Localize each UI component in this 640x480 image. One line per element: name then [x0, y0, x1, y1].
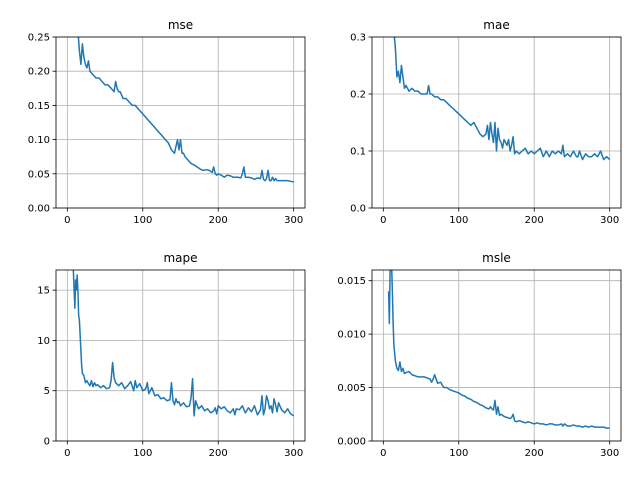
msle-ytick-label-0: 0.000 — [337, 437, 366, 448]
mse-title: mse — [168, 18, 193, 32]
mae-series-line-0 — [393, 37, 611, 161]
mse-xtick-label-2: 200 — [209, 215, 228, 226]
mae-axes-frame — [371, 36, 622, 209]
mae-ytick-label-2: 0.2 — [350, 90, 366, 101]
mse-ytick-label-5: 0.25 — [28, 33, 50, 44]
mae-xtick-label-0: 0 — [380, 215, 386, 226]
mae-subplot: 0 100 200 300 0.0 0.1 0.2 0.3 mae — [350, 18, 622, 226]
mae-title: mae — [483, 18, 509, 32]
mse-ytick-label-2: 0.10 — [28, 135, 50, 146]
mape-xtick-label-2: 200 — [209, 448, 228, 459]
mape-xtick-label-1: 100 — [133, 448, 152, 459]
mse-ytick-label-4: 0.20 — [28, 67, 50, 78]
mae-ytick-label-3: 0.3 — [350, 33, 366, 44]
mae-ytick-label-1: 0.1 — [350, 147, 366, 158]
mape-ytick-label-1: 5 — [44, 386, 50, 397]
msle-title: msle — [482, 251, 511, 265]
mape-ytick-label-0: 0 — [44, 437, 50, 448]
mape-axes-frame — [55, 269, 306, 442]
mape-ytick-label-3: 15 — [37, 286, 50, 297]
msle-ytick-label-2: 0.010 — [337, 330, 366, 341]
mape-series-line-0 — [72, 270, 295, 417]
msle-ytick-label-1: 0.005 — [337, 383, 366, 394]
mape-xtick-label-3: 300 — [284, 448, 303, 459]
msle-axes-frame — [371, 269, 622, 442]
msle-xtick-label-0: 0 — [380, 448, 386, 459]
mse-xtick-label-3: 300 — [284, 215, 303, 226]
mae-xtick-label-3: 300 — [600, 215, 619, 226]
mse-subplot: 0 100 200 300 0.00 0.05 0.10 0.15 0.20 0.25 mse — [28, 18, 306, 226]
mae-xtick-label-1: 100 — [449, 215, 468, 226]
mse-xtick-label-1: 100 — [133, 215, 152, 226]
mape-title: mape — [163, 251, 197, 265]
mse-ytick-label-3: 0.15 — [28, 101, 50, 112]
msle-ytick-label-3: 0.015 — [337, 276, 366, 287]
msle-series-line-0 — [387, 270, 610, 429]
mse-series-line-0 — [77, 37, 294, 183]
mse-ytick-label-1: 0.05 — [28, 169, 50, 180]
mape-xtick-label-0: 0 — [64, 448, 70, 459]
msle-xtick-label-1: 100 — [449, 448, 468, 459]
msle-xtick-label-3: 300 — [600, 448, 619, 459]
mae-ytick-label-0: 0.0 — [350, 204, 366, 215]
msle-subplot: 0 100 200 300 0.000 0.005 0.010 0.015 msle — [337, 251, 622, 459]
mse-ytick-label-0: 0.00 — [28, 204, 50, 215]
mape-ytick-label-2: 10 — [37, 336, 50, 347]
msle-xtick-label-2: 200 — [525, 448, 544, 459]
mse-xtick-label-0: 0 — [64, 215, 70, 226]
mape-subplot: 0 100 200 300 0 5 10 15 mape — [37, 251, 306, 459]
mse-axes-frame — [55, 36, 306, 209]
mae-xtick-label-2: 200 — [525, 215, 544, 226]
